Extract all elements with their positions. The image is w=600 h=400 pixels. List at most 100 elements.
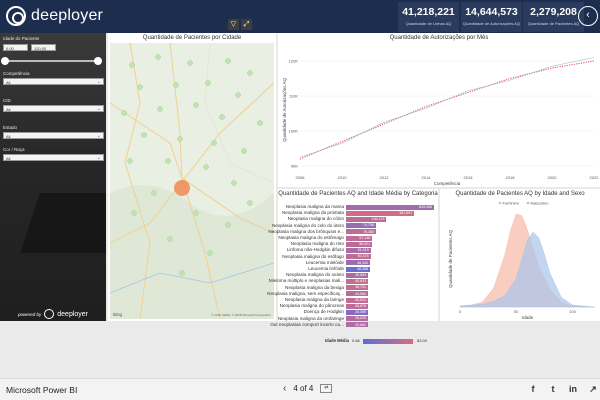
map-bubble[interactable] [127, 158, 133, 164]
filter-icon[interactable]: ▽ [228, 19, 239, 30]
focus-mode-icon[interactable]: ⤢ [241, 19, 252, 30]
map-bubble[interactable] [157, 106, 163, 112]
map-visual[interactable]: Quantidade de Pacientes por Cidade Bing … [108, 33, 276, 321]
bar-row[interactable]: Neoplasia maligna do pâncreas 28,876 [278, 303, 438, 309]
bar[interactable] [346, 285, 368, 291]
bar-row[interactable]: Doença de Hodgkin 28,089 [278, 309, 438, 316]
map-bubble[interactable] [235, 92, 241, 98]
bar-row[interactable]: Neoplasia maligna do cólon 136,123 [278, 216, 438, 223]
map-bubble[interactable] [187, 60, 193, 66]
map-bubble[interactable] [247, 200, 253, 206]
line-chart-visual[interactable]: Quantidade de Autorizações por Mês 90K 10… [278, 33, 600, 187]
competencia-filter-label: Competência [3, 71, 30, 76]
line-series-0[interactable] [299, 60, 595, 160]
bar-row[interactable]: Neoplasia maligna do ovário 40,684 [278, 272, 438, 278]
x-tick-label: 2022 [590, 175, 600, 180]
bar[interactable] [346, 322, 368, 328]
bar[interactable] [346, 235, 373, 241]
bar[interactable] [346, 247, 371, 254]
bar-row[interactable]: Neoplasia maligna da próstata 387,897 [278, 210, 438, 216]
map-bubble[interactable] [155, 54, 161, 60]
map-bubble[interactable] [177, 136, 183, 142]
cor-raca-dropdown[interactable]: All ⌄ [3, 154, 104, 161]
kpi-card-autorizacoes: 14,644,573 Quantidade de Autorizações AQ [461, 2, 522, 32]
map-bubble[interactable] [141, 132, 147, 138]
map-bubble[interactable] [247, 70, 253, 76]
area-series-masculino[interactable] [459, 231, 596, 308]
page-menu-button[interactable]: ⇄ [320, 384, 333, 393]
bar[interactable] [346, 303, 368, 309]
map-bubble-large[interactable] [174, 180, 190, 196]
bar[interactable] [346, 309, 368, 316]
map-bubble[interactable] [151, 190, 157, 196]
collapse-arrow-icon[interactable]: ‹ [578, 6, 598, 26]
bar[interactable] [346, 272, 369, 278]
bar-row[interactable]: Mieloma múltiplo e neoplasias mali... 40,… [269, 278, 438, 285]
bar[interactable] [346, 291, 368, 297]
age-slider-min-handle[interactable] [1, 57, 9, 65]
bar-row[interactable]: Linfoma não-Hodgkin difuso 51,015 [278, 247, 438, 254]
map-bubble[interactable] [179, 270, 185, 276]
age-min-input[interactable]: 0,00 [3, 44, 28, 51]
bar[interactable] [346, 278, 369, 285]
map-bubble[interactable] [121, 110, 127, 116]
map-bubble[interactable] [173, 82, 179, 88]
bar-row[interactable]: Neoplasia maligna da bexiga 38,701 [278, 285, 438, 291]
bar[interactable] [346, 266, 371, 272]
age-slider-max-handle[interactable] [94, 57, 102, 65]
map-bubble[interactable] [211, 140, 217, 146]
map-bubble[interactable] [241, 148, 247, 154]
map-bubble[interactable] [225, 222, 231, 228]
map-bubble[interactable] [207, 250, 213, 256]
bar[interactable] [346, 260, 371, 266]
bar[interactable] [346, 204, 434, 210]
density-chart-visual[interactable]: Quantidade de Pacientes AQ by Idade and … [440, 189, 600, 321]
map-bubble[interactable] [193, 210, 199, 216]
map-bubble[interactable] [231, 180, 237, 186]
map-bubble[interactable] [205, 80, 211, 86]
bar-row[interactable]: Neoplasia maligna do esôfago 50,374 [278, 254, 438, 260]
map-bubble[interactable] [225, 58, 231, 64]
bar[interactable] [346, 241, 373, 247]
map-bubble[interactable] [193, 102, 199, 108]
bar[interactable] [346, 254, 371, 260]
facebook-icon[interactable]: f [531, 384, 535, 394]
map-bubble[interactable] [203, 164, 209, 170]
previous-page-button[interactable]: ‹ [283, 383, 287, 394]
age-slider-track[interactable] [5, 60, 98, 62]
map-bubble[interactable] [219, 114, 225, 120]
cid-dropdown[interactable]: All ⌄ [3, 105, 104, 112]
map-bubble[interactable] [167, 236, 173, 242]
bar[interactable] [346, 216, 387, 223]
bar-row[interactable]: Leucemia linfóide 48,058 [278, 266, 438, 272]
bar-row[interactable]: Neoplasia maligna do estômago 57,148 [278, 235, 438, 241]
bar-row[interactable]: Neoplasia maligna do reto 56,921 [278, 241, 438, 247]
bar-row[interactable]: Neoplasia maligna do colo do útero 74,758 [272, 223, 438, 229]
twitter-icon[interactable]: t [551, 384, 555, 394]
map-bubble[interactable] [129, 62, 135, 68]
age-max-input[interactable]: 120,00 [31, 44, 56, 51]
map-canvas[interactable]: Bing © 2018 HERE, © 2018 Microsoft Corpo… [110, 43, 274, 319]
bar-row[interactable]: Neoplasia maligna da mama 643,066 [278, 204, 438, 210]
bar-row[interactable]: Neoplasia maligna da orofaringe 28,025 [278, 316, 438, 322]
estado-dropdown[interactable]: All ⌄ [3, 132, 104, 139]
bar-row[interactable]: Leucemia mielóide 48,340 [278, 260, 438, 266]
bar-chart-visual[interactable]: Quantidade de Pacientes AQ and Idade Méd… [267, 189, 438, 328]
map-bubble[interactable] [137, 84, 143, 90]
map-bubble[interactable] [165, 158, 171, 164]
line-series-1[interactable] [299, 57, 595, 158]
bar[interactable] [346, 316, 368, 322]
bar-row[interactable]: Neoplasia maligna, sem especificaç... 34,… [267, 291, 438, 297]
competencia-dropdown[interactable]: All ⌄ [3, 78, 104, 85]
bar[interactable] [346, 223, 376, 229]
linkedin-icon[interactable]: in [569, 384, 577, 394]
map-bubble[interactable] [257, 120, 263, 126]
bar-row[interactable]: Out neoplasias comport incerto ou... 25,8… [270, 322, 438, 328]
share-icon[interactable]: ↗ [589, 384, 597, 394]
map-bubble[interactable] [131, 210, 137, 216]
bar-row[interactable]: Neoplasia maligna dos brônquios e... 75,3… [268, 229, 438, 235]
bar[interactable] [346, 297, 368, 303]
bar[interactable] [346, 210, 415, 216]
bar[interactable] [346, 229, 377, 235]
bar-row[interactable]: Neoplasia maligna da laringe 30,823 [278, 297, 438, 303]
